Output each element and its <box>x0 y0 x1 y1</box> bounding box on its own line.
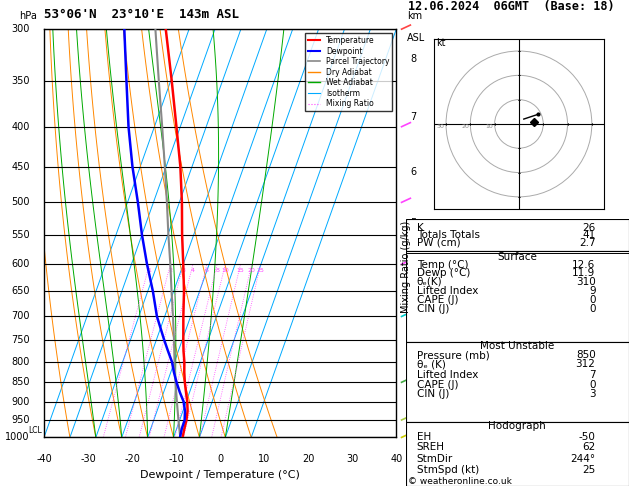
Text: Pressure (mb): Pressure (mb) <box>417 350 489 360</box>
Text: 5: 5 <box>410 218 416 228</box>
Text: 850: 850 <box>576 350 596 360</box>
Text: 800: 800 <box>11 357 30 367</box>
Text: 0: 0 <box>589 295 596 305</box>
Text: 53°06'N  23°10'E  143m ASL: 53°06'N 23°10'E 143m ASL <box>44 8 239 21</box>
Text: 350: 350 <box>11 76 30 87</box>
Text: 2: 2 <box>410 355 416 364</box>
Text: -40: -40 <box>36 454 52 464</box>
Text: CIN (J): CIN (J) <box>417 304 449 314</box>
Text: 62: 62 <box>582 442 596 452</box>
Text: km: km <box>407 11 422 21</box>
Text: 1: 1 <box>148 268 152 273</box>
Text: 40: 40 <box>390 454 403 464</box>
Text: 310: 310 <box>576 277 596 287</box>
Text: 600: 600 <box>11 259 30 269</box>
Text: -50: -50 <box>579 432 596 442</box>
Text: 750: 750 <box>11 335 30 345</box>
Text: 1000: 1000 <box>6 433 30 442</box>
Text: 850: 850 <box>11 377 30 387</box>
Text: 450: 450 <box>11 162 30 172</box>
Text: K: K <box>417 223 423 233</box>
Text: 15: 15 <box>237 268 245 273</box>
Text: 6: 6 <box>205 268 209 273</box>
Text: Lifted Index: Lifted Index <box>417 286 478 296</box>
Text: © weatheronline.co.uk: © weatheronline.co.uk <box>408 477 511 486</box>
Text: 244°: 244° <box>571 454 596 464</box>
Text: Hodograph: Hodograph <box>489 421 546 431</box>
Text: -10: -10 <box>168 454 184 464</box>
Text: 41: 41 <box>582 230 596 240</box>
Text: 0: 0 <box>217 454 223 464</box>
Text: 4: 4 <box>410 266 416 276</box>
Text: 3: 3 <box>410 312 416 321</box>
Text: 30: 30 <box>346 454 359 464</box>
FancyBboxPatch shape <box>406 342 629 422</box>
Text: kt: kt <box>437 38 446 48</box>
Text: Temp (°C): Temp (°C) <box>417 260 469 271</box>
Text: 550: 550 <box>11 230 30 240</box>
Text: 900: 900 <box>11 397 30 407</box>
Text: 12.6: 12.6 <box>572 260 596 271</box>
Text: 300: 300 <box>11 24 30 34</box>
Text: 400: 400 <box>11 122 30 132</box>
Text: Dewpoint / Temperature (°C): Dewpoint / Temperature (°C) <box>140 470 300 480</box>
Text: Lifted Index: Lifted Index <box>417 370 478 380</box>
Text: 2: 2 <box>169 268 172 273</box>
Text: 8: 8 <box>410 54 416 65</box>
FancyBboxPatch shape <box>406 422 629 486</box>
Text: 700: 700 <box>11 312 30 321</box>
Text: Surface: Surface <box>498 252 537 262</box>
Text: 8: 8 <box>215 268 219 273</box>
Text: 2.7: 2.7 <box>579 238 596 248</box>
Text: 650: 650 <box>11 286 30 296</box>
Text: θₑ (K): θₑ (K) <box>417 359 446 369</box>
Text: -30: -30 <box>80 454 96 464</box>
Text: LCL: LCL <box>28 426 42 435</box>
Text: 20: 20 <box>302 454 314 464</box>
FancyBboxPatch shape <box>406 219 629 251</box>
Legend: Temperature, Dewpoint, Parcel Trajectory, Dry Adiabat, Wet Adiabat, Isotherm, Mi: Temperature, Dewpoint, Parcel Trajectory… <box>305 33 392 111</box>
Text: CAPE (J): CAPE (J) <box>417 380 459 390</box>
Text: 4: 4 <box>191 268 195 273</box>
Text: 7: 7 <box>589 370 596 380</box>
Text: 20: 20 <box>248 268 256 273</box>
Text: hPa: hPa <box>19 11 37 21</box>
Text: 9: 9 <box>589 286 596 296</box>
Text: 10: 10 <box>486 123 493 129</box>
Text: 11.9: 11.9 <box>572 268 596 278</box>
Text: 6: 6 <box>410 167 416 177</box>
Text: EH: EH <box>417 432 431 442</box>
Text: StmDir: StmDir <box>417 454 453 464</box>
Text: 500: 500 <box>11 197 30 208</box>
Text: 3: 3 <box>181 268 186 273</box>
Text: 1: 1 <box>410 396 416 406</box>
Text: 312: 312 <box>576 359 596 369</box>
Text: 3: 3 <box>589 389 596 399</box>
Text: 0: 0 <box>589 380 596 390</box>
Text: CAPE (J): CAPE (J) <box>417 295 459 305</box>
Text: SREH: SREH <box>417 442 445 452</box>
Text: 30: 30 <box>437 123 445 129</box>
Text: 0: 0 <box>589 304 596 314</box>
Text: -20: -20 <box>124 454 140 464</box>
Text: 20: 20 <box>461 123 469 129</box>
Text: StmSpd (kt): StmSpd (kt) <box>417 465 479 475</box>
Text: Totals Totals: Totals Totals <box>417 230 480 240</box>
Text: PW (cm): PW (cm) <box>417 238 460 248</box>
Text: CIN (J): CIN (J) <box>417 389 449 399</box>
FancyBboxPatch shape <box>406 251 629 342</box>
Text: ASL: ASL <box>407 33 425 43</box>
Text: Mixing Ratio (g/kg): Mixing Ratio (g/kg) <box>401 221 411 313</box>
Text: 12.06.2024  06GMT  (Base: 18): 12.06.2024 06GMT (Base: 18) <box>408 0 614 13</box>
Text: 7: 7 <box>410 112 416 122</box>
Text: 25: 25 <box>257 268 265 273</box>
Text: θₑ(K): θₑ(K) <box>417 277 442 287</box>
Text: 26: 26 <box>582 223 596 233</box>
Text: 950: 950 <box>11 415 30 425</box>
Text: 10: 10 <box>258 454 270 464</box>
Text: Most Unstable: Most Unstable <box>480 341 555 351</box>
Text: 10: 10 <box>221 268 229 273</box>
Text: 25: 25 <box>582 465 596 475</box>
Text: Dewp (°C): Dewp (°C) <box>417 268 470 278</box>
